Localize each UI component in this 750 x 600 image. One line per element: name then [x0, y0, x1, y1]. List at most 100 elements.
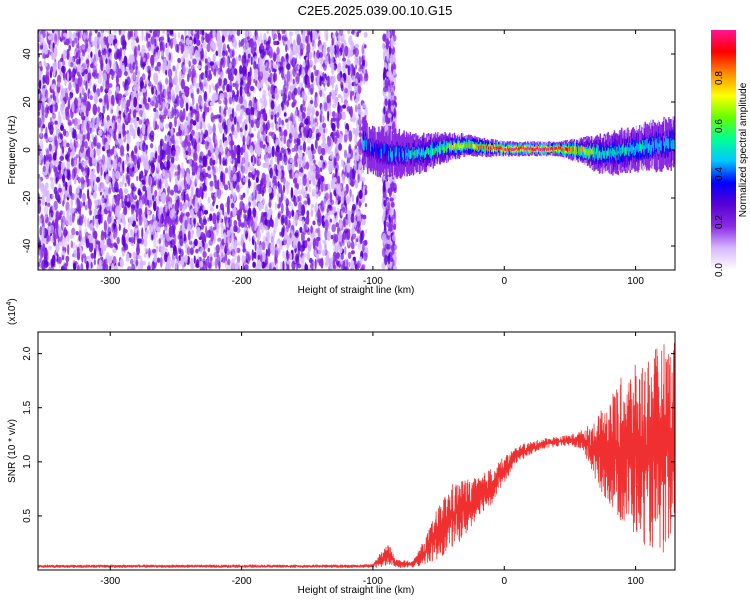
noise-speck	[199, 186, 203, 198]
noise-speck	[328, 164, 333, 174]
noise-speck	[308, 51, 313, 60]
noise-speck	[332, 177, 337, 183]
noise-speck	[117, 123, 123, 134]
noise-speck	[177, 32, 181, 39]
noise-speck	[107, 34, 113, 45]
noise-speck	[47, 106, 50, 114]
noise-speck	[165, 205, 168, 213]
noise-speck	[173, 75, 178, 86]
noise-speck	[266, 145, 272, 154]
noise-speck	[278, 127, 282, 133]
noise-speck	[168, 225, 173, 238]
noise-speck	[215, 134, 218, 146]
noise-speck	[230, 194, 233, 199]
noise-speck	[122, 127, 126, 138]
noise-speck	[122, 236, 126, 248]
noise-speck	[63, 193, 66, 205]
noise-speck	[294, 143, 299, 152]
noise-speck	[216, 70, 219, 78]
noise-speck	[207, 123, 211, 129]
noise-speck	[353, 260, 357, 266]
noise-speck	[178, 90, 182, 99]
noise-speck	[241, 157, 246, 165]
noise-speck	[201, 117, 204, 129]
noise-speck	[143, 239, 148, 248]
noise-speck	[122, 160, 125, 171]
noise-speck	[228, 245, 233, 253]
noise-speck	[271, 131, 276, 139]
noise-speck	[51, 100, 56, 105]
noise-speck	[175, 138, 179, 147]
noise-speck	[87, 54, 90, 59]
noise-speck	[73, 166, 78, 175]
noise-speck	[223, 232, 226, 244]
noise-speck	[297, 241, 301, 251]
noise-speck	[228, 92, 233, 97]
noise-speck	[350, 259, 355, 270]
noise-speck	[298, 171, 302, 177]
noise-speck	[127, 30, 131, 41]
noise-speck	[339, 219, 343, 229]
noise-speck	[242, 248, 247, 253]
noise-speck	[312, 220, 316, 226]
noise-speck	[285, 198, 290, 207]
noise-speck	[169, 189, 175, 196]
noise-speck	[309, 60, 313, 65]
noise-speck	[285, 100, 290, 107]
noise-speck	[340, 252, 344, 260]
noise-speck	[154, 145, 157, 154]
noise-speck	[207, 217, 210, 222]
noise-speck	[41, 226, 45, 239]
noise-speck	[348, 143, 352, 155]
noise-speck	[354, 180, 359, 189]
noise-speck	[99, 160, 103, 168]
noise-speck	[114, 147, 117, 155]
noise-speck	[42, 194, 45, 207]
noise-speck	[250, 119, 254, 128]
noise-speck	[293, 138, 297, 144]
noise-speck	[301, 90, 305, 100]
noise-speck	[288, 201, 292, 207]
noise-speck	[269, 59, 272, 71]
noise-speck	[256, 82, 262, 89]
noise-speck	[310, 100, 314, 104]
noise-speck	[255, 176, 259, 183]
noise-speck	[217, 47, 221, 56]
noise-speck	[115, 170, 120, 180]
noise-speck	[89, 149, 94, 158]
noise-speck	[59, 155, 64, 162]
noise-speck	[119, 258, 124, 268]
noise-speck	[154, 66, 159, 72]
noise-speck	[225, 69, 229, 74]
noise-speck	[76, 133, 80, 140]
noise-speck	[145, 213, 148, 219]
noise-speck	[293, 177, 298, 184]
noise-speck	[75, 231, 79, 236]
noise-speck	[230, 141, 233, 151]
noise-speck	[249, 166, 254, 172]
noise-speck	[251, 249, 254, 262]
noise-speck	[72, 146, 76, 156]
noise-speck	[305, 186, 308, 192]
noise-speck	[174, 116, 177, 128]
noise-speck	[301, 219, 305, 226]
noise-speck	[224, 140, 229, 146]
noise-speck	[292, 78, 295, 84]
noise-speck	[97, 75, 102, 85]
noise-speck	[323, 128, 326, 134]
noise-speck	[266, 48, 269, 56]
noise-speck	[258, 71, 264, 80]
noise-speck	[156, 124, 160, 130]
noise-speck	[137, 238, 142, 244]
noise-speck	[320, 180, 324, 193]
noise-speck	[163, 248, 169, 253]
noise-speck	[127, 232, 130, 238]
noise-speck	[252, 207, 257, 218]
noise-speck	[137, 126, 141, 137]
noise-speck	[65, 38, 70, 46]
noise-speck	[335, 260, 340, 266]
noise-speck	[204, 65, 209, 71]
noise-speck	[190, 181, 195, 191]
noise-speck	[146, 164, 150, 171]
